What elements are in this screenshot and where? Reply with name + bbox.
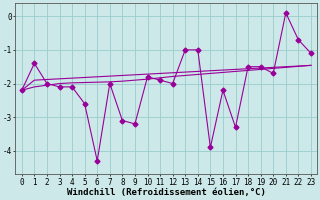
X-axis label: Windchill (Refroidissement éolien,°C): Windchill (Refroidissement éolien,°C) <box>67 188 266 197</box>
